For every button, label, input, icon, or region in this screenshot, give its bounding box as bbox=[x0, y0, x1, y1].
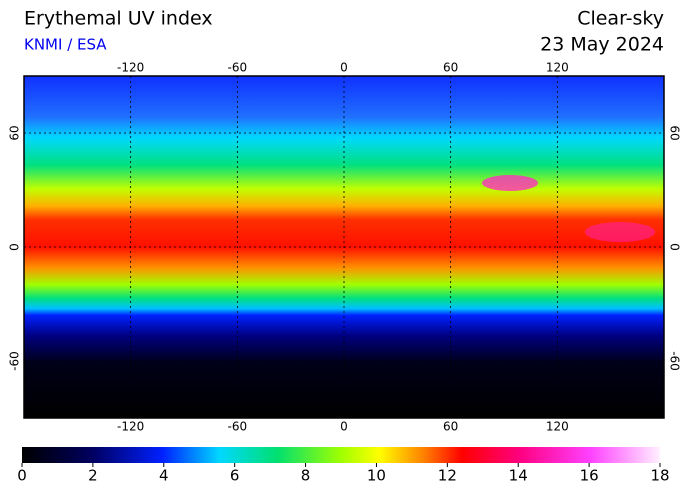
colorbar bbox=[22, 447, 660, 463]
x-tick-label: 0 bbox=[340, 420, 348, 434]
colorbar-tick-label: 10 bbox=[367, 467, 386, 485]
y-tick-label: 60 bbox=[668, 125, 682, 140]
x-tick-label: 0 bbox=[340, 61, 348, 75]
x-tick-label: 60 bbox=[443, 420, 458, 434]
map-frame bbox=[23, 75, 665, 419]
colorbar-tick-label: 8 bbox=[301, 467, 311, 485]
x-tick-label: 120 bbox=[546, 61, 569, 75]
colorbar-tick-label: 14 bbox=[509, 467, 528, 485]
colorbar-tick-label: 2 bbox=[88, 467, 98, 485]
x-tick-label: 120 bbox=[546, 420, 569, 434]
x-tick-label: 60 bbox=[443, 61, 458, 75]
colorbar-tick-label: 16 bbox=[580, 467, 599, 485]
high-uv-region bbox=[585, 222, 655, 242]
y-tick-label: 0 bbox=[668, 243, 682, 251]
source: KNMI / ESA bbox=[24, 36, 107, 54]
colorbar-tick-label: 18 bbox=[650, 467, 669, 485]
colorbar-tick-label: 6 bbox=[230, 467, 240, 485]
x-tick-label: -60 bbox=[228, 61, 248, 75]
colorbar-tick-label: 12 bbox=[438, 467, 457, 485]
y-tick-label: -60 bbox=[668, 351, 682, 371]
y-tick-label: -60 bbox=[8, 351, 22, 371]
graticule bbox=[24, 76, 664, 418]
y-tick-label: 60 bbox=[8, 125, 22, 140]
x-tick-label: -120 bbox=[117, 61, 144, 75]
colorbar-tick-label: 4 bbox=[159, 467, 169, 485]
high-uv-region bbox=[482, 175, 538, 191]
x-tick-label: -60 bbox=[228, 420, 248, 434]
date: 23 May 2024 bbox=[540, 34, 664, 56]
colorbar-ticks bbox=[21, 463, 661, 467]
y-tick-label: 0 bbox=[8, 243, 22, 251]
colorbar-tick-label: 0 bbox=[17, 467, 27, 485]
x-tick-label: -120 bbox=[117, 420, 144, 434]
title: Erythemal UV index bbox=[24, 8, 213, 30]
condition: Clear-sky bbox=[577, 8, 664, 30]
